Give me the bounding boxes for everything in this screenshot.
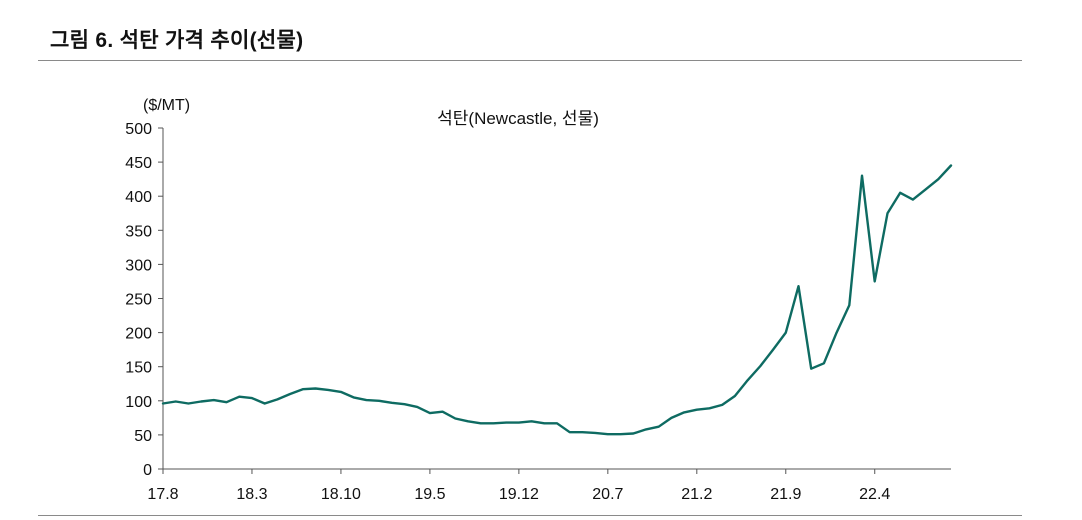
y-tick-label: 400 [125,189,152,206]
y-axis: 0 50 100 150 200 250 300 350 400 450 500 [125,121,164,479]
y-tick-label: 500 [125,121,152,138]
unit-label: ($/MT) [143,97,190,114]
x-tick-label: 20.7 [592,486,623,503]
y-tick-label: 0 [143,462,152,479]
y-tick-label: 150 [125,360,152,377]
x-tick-label: 22.4 [859,486,890,503]
y-tick-label: 350 [125,223,152,240]
x-tick-label: 21.2 [681,486,712,503]
x-tick-label: 21.9 [770,486,801,503]
x-axis: 17.8 18.3 18.10 19.5 19.12 20.7 21.2 21.9 22.4 [147,468,951,503]
top-divider [38,60,1022,61]
series-line [161,164,953,436]
figure-title: 그림 6. 석탄 가격 추이(선물) [50,29,304,52]
y-tick-label: 250 [125,292,152,309]
y-tick-label: 200 [125,326,152,343]
y-tick-label: 50 [134,428,152,445]
y-tick-label: 100 [125,394,152,411]
x-tick-label: 17.8 [147,486,178,503]
y-tick-label: 300 [125,257,152,274]
y-tick-label: 450 [125,155,152,172]
series-layer [161,164,953,436]
x-tick-label: 19.12 [499,486,539,503]
x-tick-label: 18.3 [236,486,267,503]
x-tick-label: 18.10 [321,486,361,503]
x-tick-label: 19.5 [414,486,445,503]
chart-title: 석탄(Newcastle, 선물) [437,109,599,128]
bottom-divider [38,515,1022,516]
